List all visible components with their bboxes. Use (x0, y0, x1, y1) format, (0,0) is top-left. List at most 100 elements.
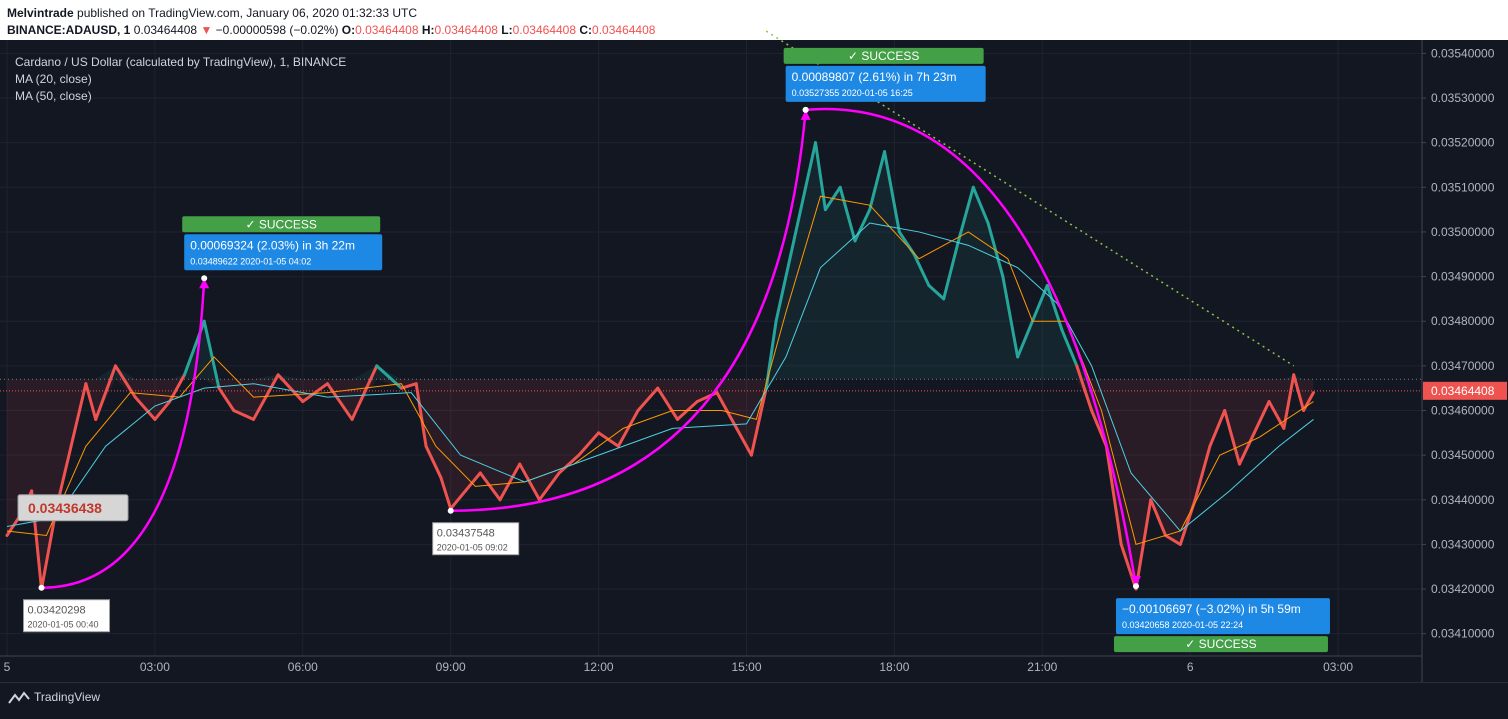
price-segment (202, 319, 221, 390)
measure-subtext: 0.03527355 2020-01-05 16:25 (792, 88, 913, 98)
price-segment (656, 386, 679, 421)
success-badge-label: ✓ SUCCESS (848, 49, 919, 63)
tradingview-logo-icon (8, 691, 30, 704)
measure-text: −0.00106697 (−3.02%) in 5h 59m (1122, 602, 1301, 616)
tradingview-logo[interactable]: TradingView (8, 690, 100, 705)
brand-name: TradingView (34, 690, 101, 704)
publisher-name[interactable]: Melvintrade (7, 6, 74, 20)
price-segment (838, 185, 857, 243)
price-box-text: 0.03436438 (28, 500, 102, 516)
low-label: L: (501, 23, 513, 37)
y-tick-label: 0.03450000 (1431, 448, 1495, 462)
last-price: 0.03464408 (133, 23, 198, 37)
y-tick-label: 0.03460000 (1431, 403, 1495, 417)
swing-start-dot (38, 584, 45, 591)
baseline-fill-down (7, 379, 1314, 590)
measure-box (785, 65, 986, 102)
price-segment (636, 386, 660, 412)
price-segment (774, 252, 793, 323)
symbol: BINANCE:ADAUSD, 1 (7, 23, 131, 37)
price-segment (557, 453, 581, 475)
measure-subtext: 0.03489622 2020-01-05 04:02 (190, 256, 311, 266)
x-tick-label: 09:00 (436, 660, 466, 674)
high-label: H: (421, 23, 435, 37)
price-segment (789, 185, 808, 256)
price-segment (232, 408, 255, 421)
price-segment (1267, 400, 1286, 430)
price-segment (1292, 373, 1306, 412)
x-tick-label: 06:00 (288, 660, 318, 674)
publish-line: Melvintrade published on TradingView.com… (7, 6, 417, 20)
price-segment (1164, 533, 1182, 546)
price-segment (69, 382, 88, 448)
point-label-time: 2020-01-05 09:02 (437, 543, 508, 553)
x-tick-label: 18:00 (879, 660, 909, 674)
measure-box (1115, 598, 1330, 635)
legend-ma50[interactable]: MA (50, close) (15, 89, 92, 103)
price-segment (414, 382, 428, 448)
x-tick-label: 12:00 (584, 660, 614, 674)
price-segment (577, 431, 601, 457)
y-tick-label: 0.03470000 (1431, 359, 1495, 373)
y-tick-label: 0.03430000 (1431, 537, 1495, 551)
price-segment (1193, 444, 1212, 502)
chart-background (0, 40, 1508, 682)
legend-ma20[interactable]: MA (20, close) (15, 72, 92, 86)
published-text: published on TradingView.com, January 06… (77, 6, 418, 20)
open-label: O: (341, 23, 356, 37)
y-tick-label: 0.03420000 (1431, 582, 1495, 596)
price-segment (217, 386, 236, 412)
last-price-tag (1423, 381, 1507, 400)
y-tick-label: 0.03540000 (1431, 46, 1495, 60)
open-value: 0.03464408 (355, 23, 419, 37)
x-tick-label: 15:00 (731, 660, 761, 674)
ma20-line (6, 195, 1314, 546)
price-segment (424, 444, 443, 479)
price-segment (927, 284, 946, 301)
swing-start-dot (447, 507, 454, 514)
price-segment (301, 382, 329, 404)
measure-subtext: 0.03420658 2020-01-05 22:24 (1122, 620, 1243, 630)
price-segment (1090, 408, 1108, 448)
price-segment (1208, 408, 1227, 448)
measure-box (184, 234, 383, 271)
measure-text: 0.00089807 (2.61%) in 7h 23m (792, 70, 957, 84)
price-segment (1238, 431, 1256, 466)
price-segment (942, 239, 960, 301)
price-segment (971, 185, 990, 225)
swing-end-dot (1132, 583, 1139, 590)
price-segment (40, 507, 58, 591)
y-tick-label: 0.03500000 (1431, 225, 1495, 239)
price-segment (1134, 498, 1153, 591)
price-segment (749, 386, 768, 457)
price-segment (463, 471, 482, 493)
x-tick-label: 6 (1187, 660, 1194, 674)
price-segment (252, 373, 280, 421)
swing-arrowhead (800, 109, 811, 120)
x-tick-label: 03:00 (1323, 660, 1353, 674)
price-segment (1030, 284, 1049, 323)
y-tick-label: 0.03510000 (1431, 180, 1495, 194)
price-segment (350, 364, 379, 421)
x-tick-label: 5 (4, 660, 11, 674)
swing-arc (41, 278, 206, 589)
y-tick-label: 0.03480000 (1431, 314, 1495, 328)
price-segment (498, 462, 522, 502)
price-segment (735, 426, 753, 457)
price-segment (1075, 364, 1094, 412)
point-label-box (432, 522, 520, 556)
price-segment (133, 395, 157, 421)
trendline (765, 30, 1295, 367)
price-segment (113, 364, 137, 399)
swing-end-dot (201, 275, 208, 282)
price-segment (439, 475, 453, 511)
y-tick-label: 0.03440000 (1431, 493, 1495, 507)
price-segment (616, 408, 640, 448)
point-label-time: 2020-01-05 00:40 (28, 620, 99, 630)
legend-title: Cardano / US Dollar (calculated by Tradi… (15, 55, 347, 69)
publish-header: Melvintrade published on TradingView.com… (0, 0, 1508, 40)
success-badge (182, 216, 381, 233)
price-segment (912, 252, 931, 288)
ohlc-line: BINANCE:ADAUSD, 1 0.03464408 ▼ −0.000005… (7, 23, 655, 37)
